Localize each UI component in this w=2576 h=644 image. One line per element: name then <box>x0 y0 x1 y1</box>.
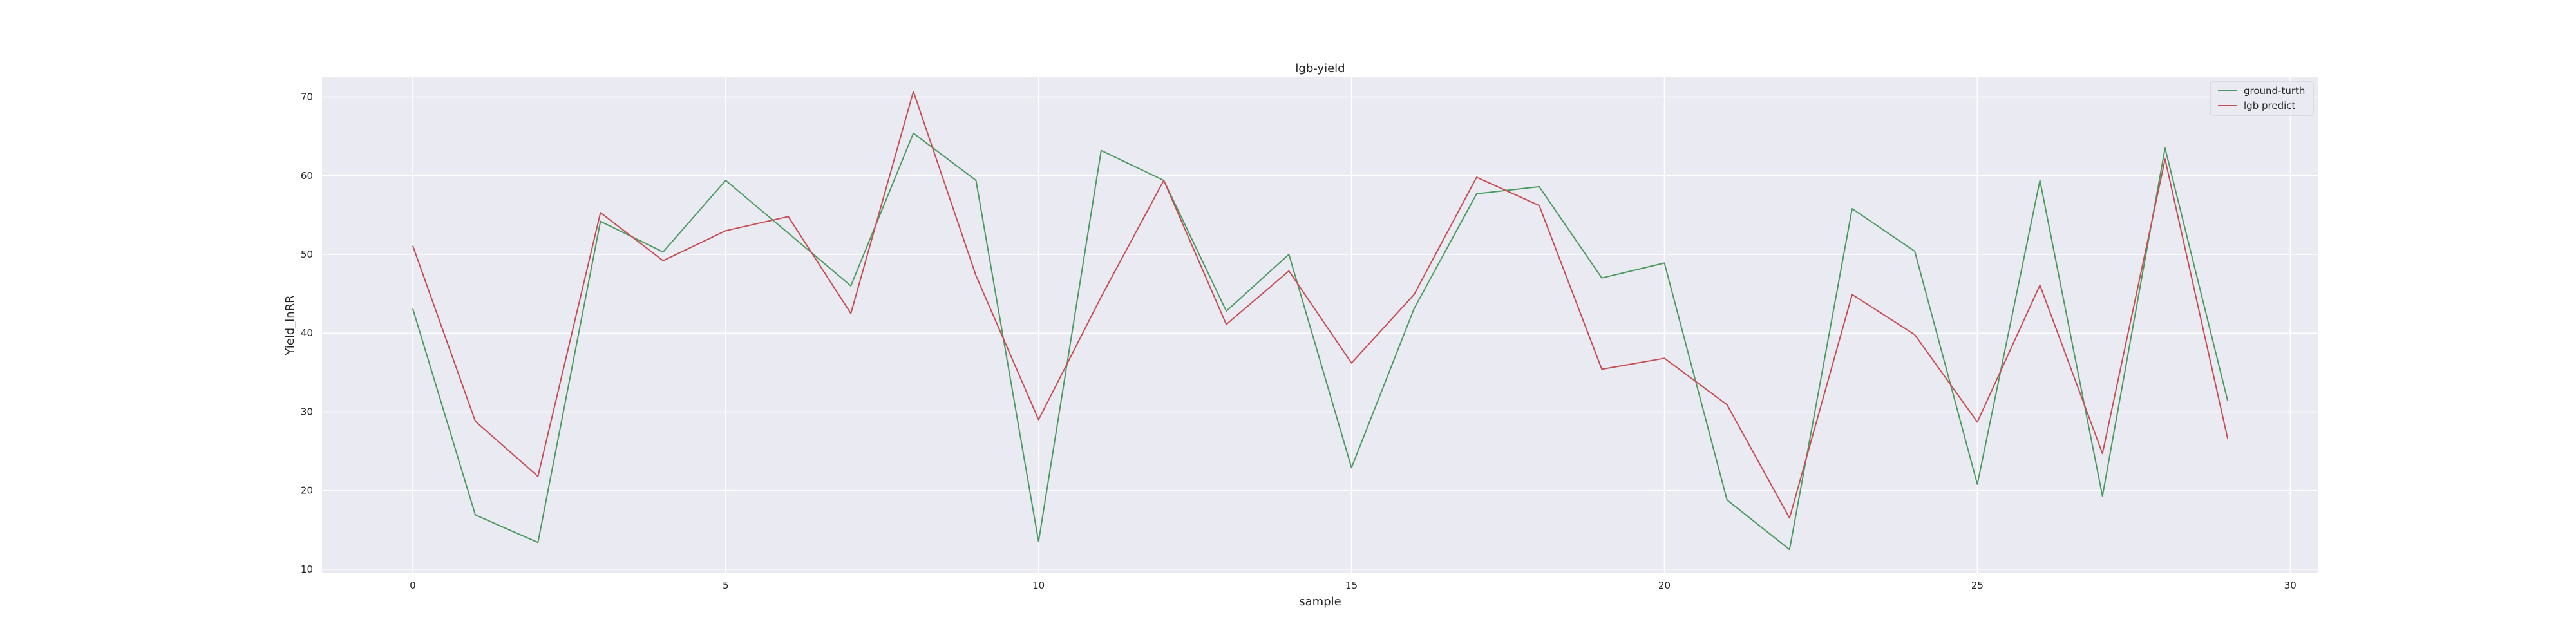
tick-labels: 0 5 10 15 20 25 30 10 20 30 40 50 60 70 <box>301 91 2297 591</box>
series-line-lgb-predict <box>412 91 2229 519</box>
x-tick-label: 20 <box>1658 580 1671 591</box>
y-tick-label: 30 <box>301 406 313 417</box>
series-line-ground-turth <box>412 132 2229 551</box>
x-tick-label: 30 <box>2284 580 2297 591</box>
legend: ground-turth lgb predict <box>2210 81 2314 116</box>
x-axis-title: sample <box>1299 595 1341 609</box>
x-tick-label: 0 <box>410 580 416 591</box>
y-tick-label: 40 <box>301 327 313 339</box>
x-tick-label: 15 <box>1345 580 1358 591</box>
legend-label-ground-turth: ground-turth <box>2244 85 2305 97</box>
y-tick-label: 60 <box>301 170 313 182</box>
y-tick-label: 70 <box>301 91 313 103</box>
y-tick-label: 10 <box>301 564 313 575</box>
plot-area <box>322 77 2318 573</box>
legend-label-lgb-predict: lgb predict <box>2244 100 2296 111</box>
x-tick-label: 25 <box>1971 580 1984 591</box>
y-tick-label: 20 <box>301 485 313 497</box>
series-lines <box>412 91 2229 551</box>
chart-title: lgb-yield <box>1295 62 1345 75</box>
y-axis-title: Yield_lnRR <box>283 295 297 355</box>
x-tick-label: 5 <box>723 580 729 591</box>
y-tick-label: 50 <box>301 249 313 260</box>
x-tick-label: 10 <box>1032 580 1045 591</box>
